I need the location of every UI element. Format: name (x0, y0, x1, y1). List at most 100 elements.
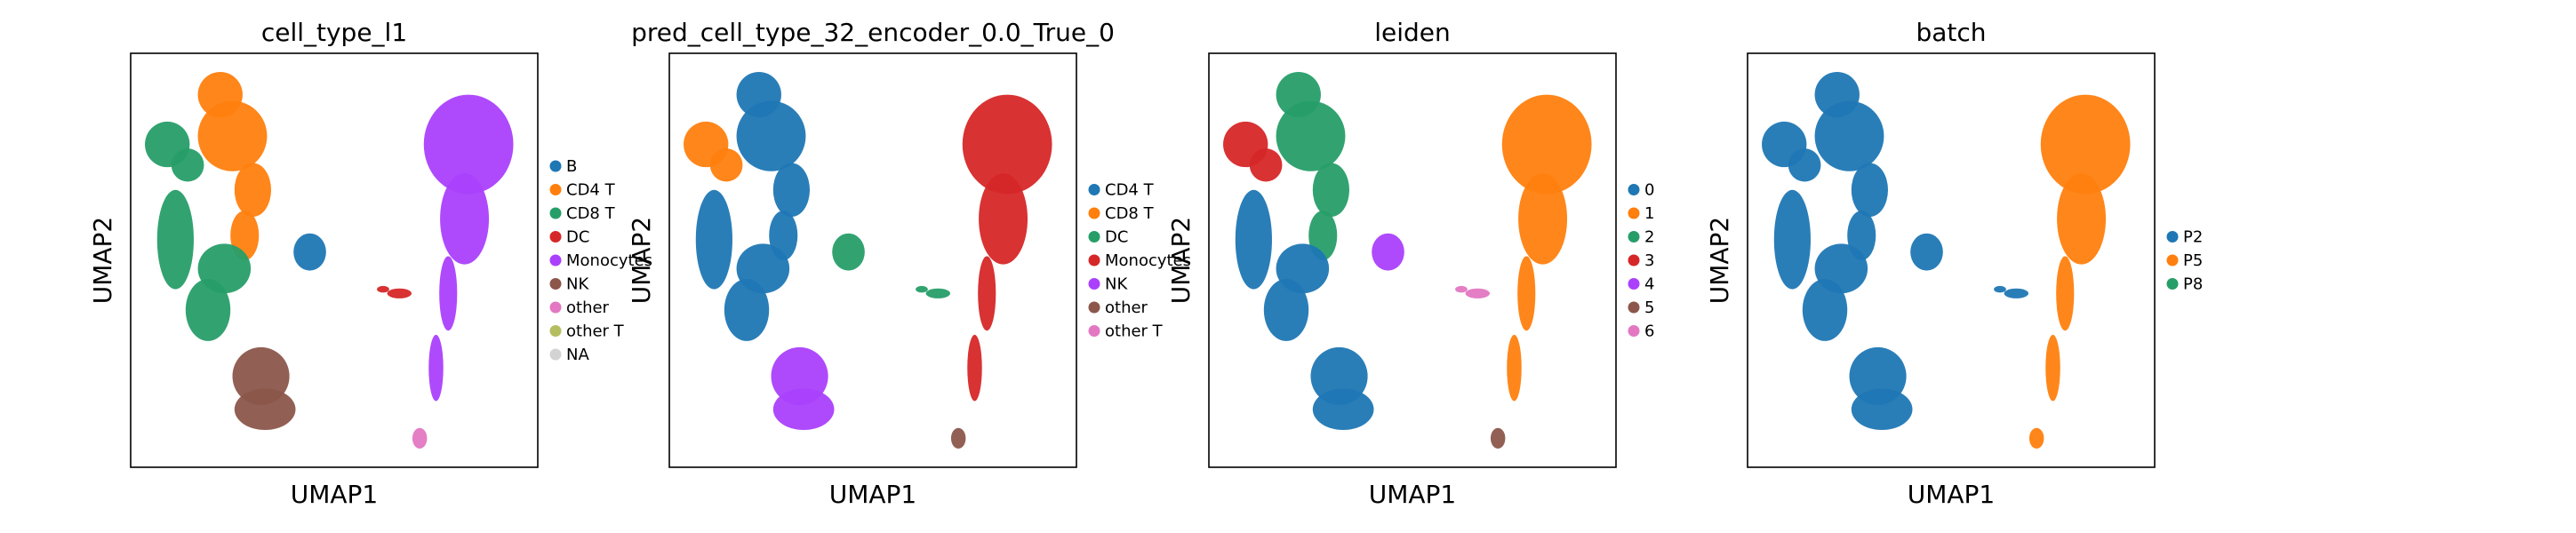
legend-label: P5 (2183, 251, 2203, 270)
cluster-right-large-blob-1 (1517, 256, 1536, 331)
legend-label: NK (566, 275, 589, 294)
y-axis-label: UMAP2 (1166, 217, 1196, 305)
x-axis-label: UMAP1 (829, 480, 917, 509)
cluster-bottom-small-blob-other (950, 427, 966, 449)
legend-marker (1088, 301, 1100, 314)
legend-marker (549, 301, 562, 314)
legend-marker (1088, 207, 1100, 219)
cluster-left-blob-middle-p2 (1802, 278, 1848, 341)
cluster-right-large-blob-p5 (2040, 94, 2131, 195)
legend-label: B (566, 157, 577, 176)
scatter-area (1762, 71, 2131, 449)
cluster-left-blob-top-p2 (1851, 163, 1889, 218)
umap-panel-3: leiden UMAP1 UMAP2 0 1 2 3 4 5 6 (1166, 18, 1654, 509)
legend-label: NK (1105, 275, 1128, 294)
cluster-right-large-blob-monocytes (428, 334, 444, 402)
legend-marker (1628, 231, 1640, 243)
legend-marker (1088, 325, 1100, 337)
legend-label: other (1105, 298, 1148, 317)
cluster-left-blob-bottom-nk (234, 388, 296, 431)
x-axis-label: UMAP1 (1369, 480, 1457, 509)
cluster-right-large-blob-monocytes (979, 173, 1028, 265)
cluster-right-large-blob-1 (1501, 94, 1592, 195)
legend-marker (1628, 301, 1640, 314)
cluster-right-large-blob-p5 (2057, 173, 2107, 265)
legend-label: other T (566, 322, 625, 341)
cluster-right-large-blob-p5 (2056, 256, 2075, 331)
cluster-left-blob-bottom-0 (1312, 388, 1374, 431)
legend-label: other T (1105, 322, 1164, 341)
cluster-bottom-small-blob-p5 (2028, 427, 2044, 449)
cluster-left-blob-topleft-3 (1249, 148, 1283, 182)
cluster-left-blob-bottom-nk (772, 388, 835, 431)
cluster-left-blob-top-cd4-t (234, 163, 272, 218)
cluster-left-blob-middle-0 (1263, 278, 1309, 341)
legend-marker (549, 231, 562, 243)
legend-marker (1088, 254, 1100, 266)
cluster-right-large-blob-1 (1518, 173, 1568, 265)
panel-title: cell_type_l1 (261, 18, 407, 47)
panel-title: pred_cell_type_32_encoder_0.0_True_0 (631, 18, 1115, 47)
legend-label: 4 (1644, 275, 1654, 294)
cluster-left-blob-top-2 (1312, 163, 1350, 218)
cluster-center-streak-6 (1465, 288, 1491, 298)
legend-label: Monocytes (1105, 251, 1191, 270)
cluster-bottom-small-blob-5 (1490, 427, 1506, 449)
legend-marker (1088, 231, 1100, 243)
umap-panel-1: cell_type_l1 UMAP1 UMAP2 B CD4 T CD8 T DC Monoc… (88, 18, 652, 509)
legend-marker (549, 254, 562, 266)
legend-label: 3 (1644, 251, 1654, 270)
legend: B CD4 T CD8 T DC Monocytes NK other other T NA (549, 157, 652, 364)
cluster-center-streak-dc (925, 288, 951, 298)
cluster-left-blob-middle-cd4-t (695, 189, 732, 290)
legend-marker (549, 348, 562, 361)
legend: 0 1 2 3 4 5 6 (1628, 181, 1654, 341)
legend-label: 5 (1644, 298, 1654, 317)
scatter-area (684, 71, 1052, 449)
cluster-left-blob-middle-0 (1235, 189, 1272, 290)
legend-marker (2166, 231, 2179, 243)
legend-marker (2166, 254, 2179, 266)
cluster-center-small-blob-p2 (1910, 233, 1943, 271)
legend-label: CD8 T (1105, 204, 1155, 223)
cluster-left-blob-topleft-cd8-t (709, 148, 743, 182)
umap-panel-4: batch UMAP1 UMAP2 P2 P5 P8 (1705, 18, 2203, 509)
cluster-left-blob-topleft-p2 (1788, 148, 1821, 182)
cluster-right-large-blob-monocytes (967, 334, 982, 402)
cluster-left-blob-top-2 (1276, 100, 1346, 171)
cluster-left-blob-middle-cd8-t (185, 278, 231, 341)
y-axis-label: UMAP2 (627, 217, 656, 305)
legend-label: CD4 T (566, 181, 616, 200)
scatter-area (145, 71, 514, 449)
cluster-right-large-blob-monocytes (423, 94, 514, 195)
cluster-right-large-blob-monocytes (978, 256, 996, 331)
cluster-left-blob-top-p2 (1814, 100, 1884, 171)
legend-label: P2 (2183, 228, 2203, 247)
legend-marker (1628, 184, 1640, 195)
legend-label: 1 (1644, 204, 1654, 223)
umap-panel-2: pred_cell_type_32_encoder_0.0_True_0 UMAP… (627, 18, 1191, 509)
cluster-left-blob-bottom-p2 (1851, 388, 1913, 431)
legend-marker (1628, 325, 1640, 337)
cluster-left-blob-top-cd4-t (772, 163, 811, 218)
cluster-left-blob-top-cd4-t (197, 100, 268, 171)
cluster-left-blob-middle-p2 (1773, 189, 1811, 290)
legend-marker (1628, 278, 1640, 290)
y-axis-label: UMAP2 (1705, 217, 1734, 305)
legend-label: CD8 T (566, 204, 616, 223)
cluster-center-streak-p2 (2004, 288, 2029, 298)
cluster-left-blob-middle-cd4-t (724, 278, 770, 341)
legend-label: CD4 T (1105, 181, 1155, 200)
legend-label: P8 (2183, 275, 2203, 294)
legend-label: other (566, 298, 610, 317)
legend-marker (2166, 278, 2179, 290)
legend-marker (549, 184, 562, 195)
legend-marker (1088, 278, 1100, 290)
cluster-center-streak-dc (377, 285, 389, 293)
cluster-right-large-blob-1 (1507, 334, 1522, 402)
cluster-right-large-blob-p5 (2045, 334, 2060, 402)
legend-marker (549, 207, 562, 219)
legend-label: DC (566, 228, 589, 247)
legend-marker (1628, 254, 1640, 266)
